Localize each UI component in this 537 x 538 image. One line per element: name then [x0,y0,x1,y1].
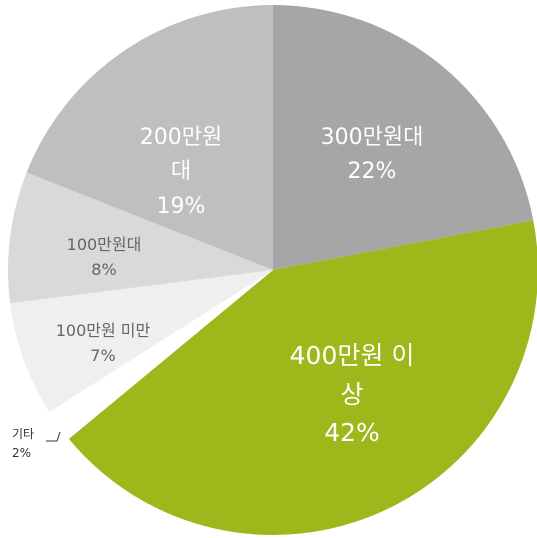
slice-label: 기타 2% [0,418,50,470]
slice-label-box: 400만원 이상 42% [282,320,422,470]
slice-category-label: 300만원대 [320,124,424,150]
slice-label-box: 100만원대 8% [44,222,164,294]
slice-label-box: 기타 2% [0,418,50,470]
pie-slice [8,172,274,304]
slice-value-label: 7% [90,346,116,365]
leader-line [46,431,61,442]
slice-label-box: 300만원대 22% [297,110,447,200]
slice-value-label: 2% [12,446,32,460]
pie-slice [10,270,274,412]
slice-value-label: 8% [91,260,117,279]
slice-label-box: 100만원 미만 7% [38,308,168,380]
slice-category-label: 100만원대 [66,235,142,255]
pie-slice [273,5,534,270]
pie-slice [26,5,273,270]
slice-label: 200만원대 19% [131,110,231,235]
slice-label: 300만원대 22% [297,110,447,200]
slice-label-box: 200만원대 19% [131,110,231,235]
slice-value-label: 42% [324,418,380,448]
slice-value-label: 22% [347,159,397,184]
slice-category-label: 200만원대 [139,125,223,185]
slice-category-label: 100만원 미만 [55,321,151,341]
slice-category-label: 400만원 이상 [289,340,415,409]
slice-label: 100만원 미만 7% [38,308,168,380]
slice-label: 100만원대 8% [44,222,164,294]
pie-slice [68,220,537,535]
slice-category-label: 기타 [12,427,35,442]
slice-label: 400만원 이상 42% [282,320,422,470]
slice-value-label: 19% [156,193,206,219]
pie-slice [49,270,274,439]
